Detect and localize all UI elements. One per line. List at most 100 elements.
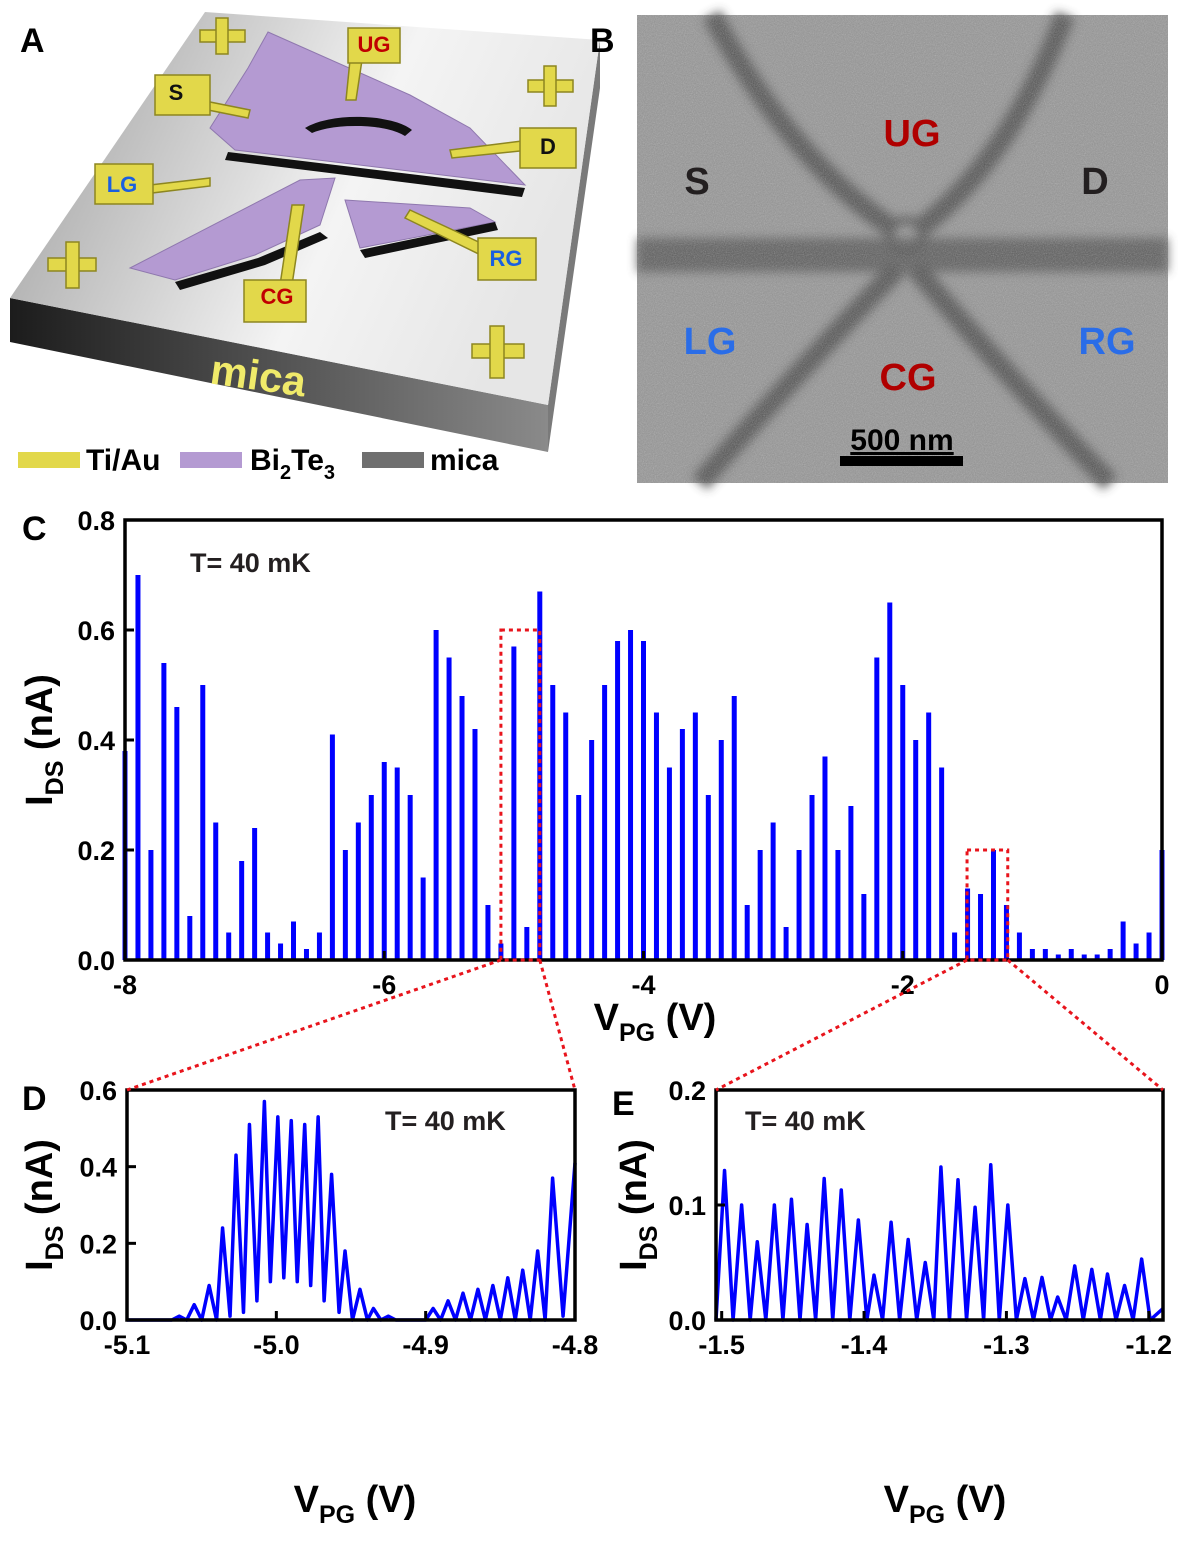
gate-label: RG: [1079, 321, 1136, 363]
x-axis-label-part: V: [594, 997, 620, 1039]
x-axis-label-part: V: [884, 1479, 910, 1521]
slab-front: [10, 298, 548, 452]
y-tick-label: 0.2: [77, 836, 115, 866]
zoom-connector: [126, 958, 502, 1092]
legend-text: Bi: [250, 444, 280, 477]
annotation: T= 40 mK: [190, 548, 311, 578]
y-tick-label: 0.6: [77, 616, 115, 646]
x-tick-label: -5.1: [104, 1330, 151, 1360]
plot-frame: [125, 1088, 577, 1322]
y-axis-label-part: I: [19, 795, 61, 806]
x-tick-label: 0: [1154, 970, 1169, 1000]
x-tick-label: -1.5: [698, 1330, 745, 1360]
y-tick-label: 0.0: [79, 1306, 117, 1336]
gate-label: D: [1081, 161, 1108, 203]
y-axis-label-part: DS: [41, 1226, 69, 1261]
zoom-connector: [538, 959, 577, 1091]
annotation: T= 40 mK: [745, 1106, 866, 1136]
sem-noise: [637, 15, 1168, 483]
gate-label: S: [169, 80, 184, 105]
marker: [489, 325, 505, 379]
pad: [519, 127, 577, 169]
trench: [225, 152, 525, 197]
x-tick-label: -1.4: [841, 1330, 888, 1360]
x-axis-label-part: PG: [909, 1501, 945, 1529]
gate-label: LG: [107, 172, 138, 197]
y-tick-label: 0.2: [79, 1229, 117, 1259]
x-tick-label: -4: [631, 970, 655, 1000]
x-tick-label: -1.2: [1125, 1330, 1172, 1360]
panel-label: B: [590, 22, 615, 60]
zoom-box: [965, 848, 1010, 962]
x-tick-label: -4.8: [552, 1330, 599, 1360]
y-axis-label-part: (nA): [613, 1139, 655, 1226]
gate-label: LG: [684, 321, 737, 363]
x-tick-label: -8: [113, 970, 137, 1000]
y-tick-label: 0.4: [79, 1153, 117, 1183]
y-axis-label-part: DS: [41, 761, 69, 796]
y-axis-label: IDS (nA): [19, 1139, 69, 1271]
y-tick-label: 0.2: [668, 1076, 706, 1106]
y-axis-label-part: I: [613, 1260, 655, 1271]
panel-label: D: [22, 1080, 47, 1118]
legend-label: Bi2Te3: [250, 444, 335, 484]
gate-label: S: [684, 161, 709, 203]
pad: [243, 279, 307, 323]
x-tick-label: -5.0: [253, 1330, 300, 1360]
x-axis-label-part: (V): [355, 1479, 416, 1521]
legend-sub: 2: [280, 462, 291, 484]
legend-text: Te: [291, 444, 324, 477]
x-axis-label-part: PG: [619, 1019, 655, 1047]
plot-frame: [714, 1088, 1165, 1322]
current-line: [127, 1099, 577, 1322]
gate-label: CG: [261, 284, 294, 309]
y-tick-label: 0.0: [77, 946, 115, 976]
legend-swatch: [180, 452, 242, 468]
x-tick-label: -2: [891, 970, 915, 1000]
x-tick-label: -4.9: [402, 1330, 449, 1360]
x-axis-label-part: PG: [319, 1501, 355, 1529]
y-tick-label: 0.1: [668, 1191, 706, 1221]
pad: [477, 237, 537, 281]
marker: [543, 65, 557, 107]
gate-label: D: [540, 134, 556, 159]
marker: [215, 17, 229, 55]
gate-label: CG: [880, 357, 937, 399]
gate-label: UG: [358, 32, 391, 57]
schematic-panel: A UG S D LG RG CG mica Ti/Au Bi2Te3 mica: [10, 12, 600, 484]
legend-label: Ti/Au: [86, 444, 160, 477]
zoom-connector: [715, 958, 968, 1092]
scale-bar-label: 500 nm: [850, 424, 953, 457]
arc-trench: [305, 116, 412, 136]
x-axis-label: VPG (V): [594, 997, 717, 1047]
y-axis-label-part: (nA): [19, 674, 61, 761]
x-axis-label: VPG (V): [884, 1479, 1007, 1529]
trench: [360, 222, 498, 258]
scale-bar: [840, 456, 963, 466]
zoom-connector: [1006, 958, 1164, 1092]
legend-swatch: [362, 452, 424, 468]
legend-label: mica: [430, 444, 499, 477]
sem-panel: B UG S D LG CG RG 500 nm: [590, 10, 1168, 490]
y-axis-label-part: I: [19, 1260, 61, 1271]
marker: [65, 241, 80, 289]
panel-label: A: [20, 22, 45, 60]
gate-label: RG: [490, 246, 523, 271]
y-axis-label-part: (nA): [19, 1139, 61, 1226]
annotation: T= 40 mK: [385, 1106, 506, 1136]
y-axis-label: IDS (nA): [613, 1139, 663, 1271]
x-tick-label: -1.3: [983, 1330, 1030, 1360]
x-axis-label-part: (V): [655, 997, 716, 1039]
y-tick-label: 0.6: [79, 1076, 117, 1106]
x-axis-label-part: (V): [945, 1479, 1006, 1521]
legend-swatch: [18, 452, 80, 468]
contacts: [47, 17, 577, 379]
pad: [94, 163, 154, 205]
pad: [154, 74, 211, 116]
y-tick-label: 0.4: [77, 726, 115, 756]
gate-label: UG: [884, 113, 941, 155]
flake-upper: [209, 31, 527, 186]
panel-label: E: [612, 1085, 635, 1123]
zoom-box: [499, 628, 542, 962]
